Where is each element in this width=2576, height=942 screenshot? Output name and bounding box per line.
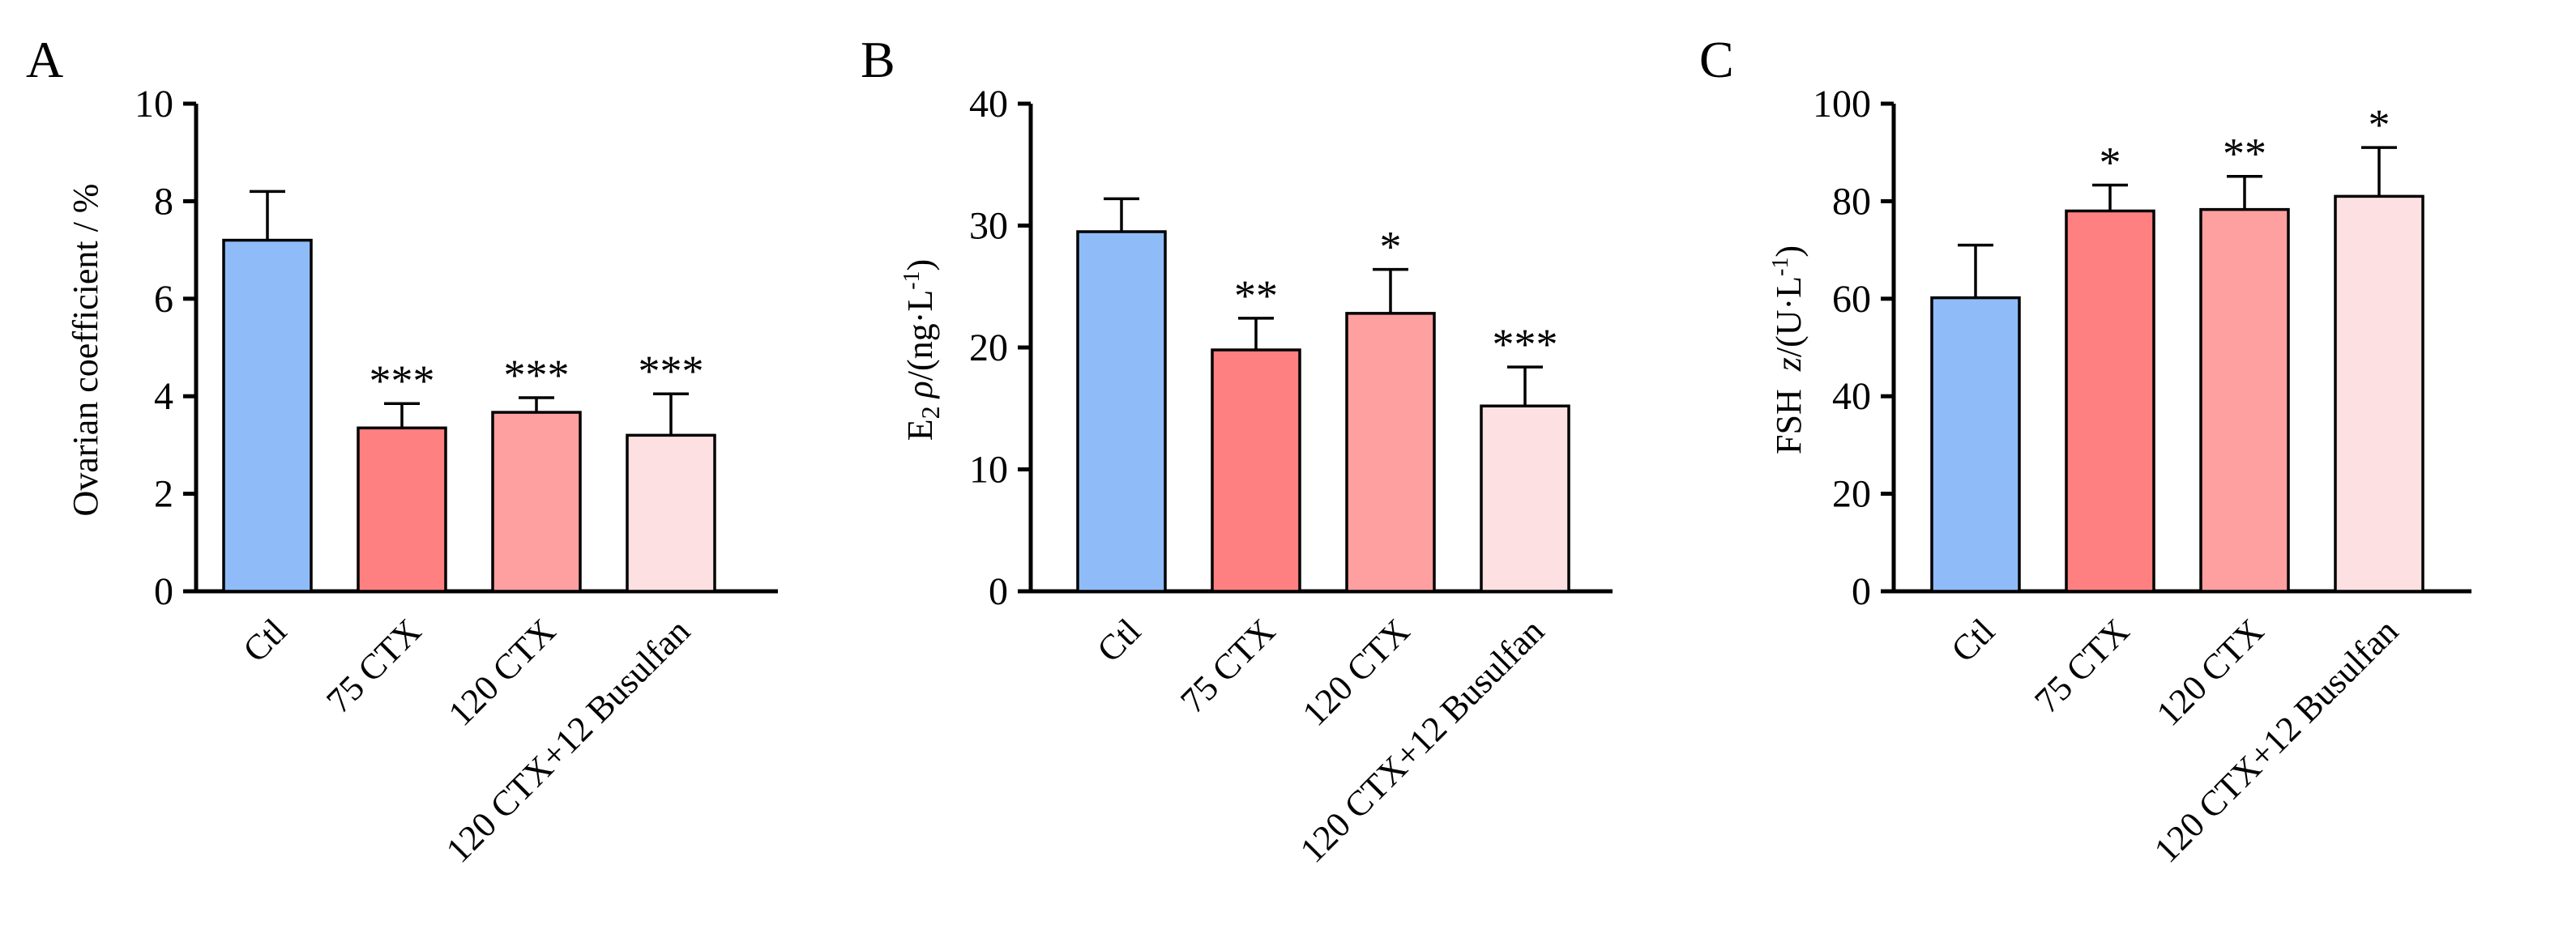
panel-letter: A [26,31,63,88]
significance-label: ** [1234,271,1278,320]
y-axis-title-sup: -1 [1768,258,1793,276]
y-axis-title-unit: /(ng·L [900,290,940,381]
panel-a: A Ovarian coefficient / % 0 2 4 6 8 10 Ctl *** 7… [26,31,778,871]
x-tick-label: 75 CTX [2027,611,2137,721]
y-tick-label: 80 [1832,180,1871,223]
significance-label: ** [2223,130,2266,178]
y-tick-label: 20 [1832,473,1871,516]
y-axis-title-unit: /(U·L [1769,276,1809,357]
y-tick-label: 60 [1832,278,1871,321]
bar [626,433,716,593]
bar [2334,194,2424,593]
x-tick-label: 120 CTX [441,611,563,733]
x-tick-label: 120 CTX [1295,611,1417,733]
bar [1076,230,1167,593]
significance-label: *** [639,347,704,395]
y-tick-label: 0 [989,570,1008,613]
panel-c: C FSH z/(U·L-1) 0 20 40 60 80 100 Ctl * 75 CTX ** 1… [1699,31,2471,871]
panel-letter: B [861,31,895,88]
x-tick-label: 120 CTX [2149,611,2271,733]
y-tick-label: 4 [154,375,173,418]
y-tick-label: 30 [969,205,1008,248]
significance-label: *** [504,351,570,399]
y-tick-label: 0 [154,570,173,613]
x-tick-label: 75 CTX [318,611,429,721]
y-tick-label: 10 [135,83,173,126]
panel-letter: C [1699,31,1734,88]
bar [491,411,582,593]
bar [357,426,447,593]
y-tick-label: 10 [969,449,1008,492]
x-tick-label: Ctl [235,611,294,670]
significance-label: * [2369,100,2390,149]
y-axis-title-sub: 2 [916,406,945,419]
significance-label: *** [1493,320,1558,369]
y-tick-label: 8 [154,180,173,223]
y-tick-label: 20 [969,326,1008,369]
y-axis-title: FSH z/(U·L-1) [1768,245,1809,454]
x-tick-label: Ctl [1089,611,1148,670]
x-tick-label: 120 CTX+12 Busulfan [2147,611,2406,870]
panel-b: B E2 ρ/(ng·L-1) 0 10 20 30 40 Ctl ** 75 CTX * 120 … [861,31,1613,871]
y-tick-label: 100 [1813,83,1871,126]
y-tick-label: 40 [1832,375,1871,418]
y-axis-title-main: E [900,419,940,441]
y-axis-title-end: ) [900,259,940,271]
y-tick-label: 40 [969,83,1008,126]
bar [1345,312,1436,593]
significance-label: *** [370,356,435,405]
significance-label: * [2100,139,2121,187]
y-axis-title-symbol: ρ [900,381,940,399]
significance-label: * [1380,223,1402,271]
bar [2065,209,2155,593]
x-tick-label: 120 CTX+12 Busulfan [438,611,698,870]
x-tick-label: Ctl [1943,611,2002,670]
y-tick-label: 6 [154,278,173,321]
x-tick-label: 120 CTX+12 Busulfan [1292,611,1552,870]
y-tick-label: 0 [1852,570,1871,613]
bar [1480,404,1570,593]
y-axis-title: E2 ρ/(ng·L-1) [899,259,945,441]
y-axis-title: Ovarian coefficient / % [66,184,105,517]
bar [1211,348,1301,593]
y-tick-label: 2 [154,473,173,516]
y-axis-title-end: ) [1769,245,1809,258]
bar [222,238,313,593]
bar [2199,207,2290,593]
x-tick-label: 75 CTX [1173,611,1283,721]
y-axis-title-symbol: z [1769,357,1809,372]
bar [1930,296,2021,593]
y-axis-title-sup: -1 [899,271,925,289]
y-axis-title-main: FSH [1769,389,1809,454]
